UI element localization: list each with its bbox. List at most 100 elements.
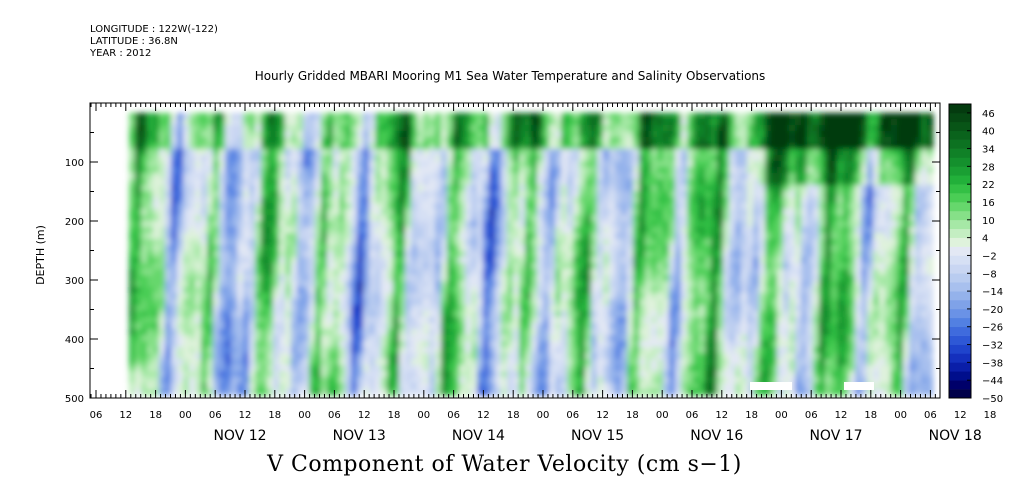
heatmap-cell — [579, 287, 586, 294]
heatmap-cell — [339, 173, 346, 180]
heatmap-cell — [423, 203, 430, 210]
heatmap-cell — [375, 143, 382, 150]
heatmap-cell — [555, 281, 562, 288]
heatmap-cell — [759, 137, 766, 144]
heatmap-cell — [609, 197, 616, 204]
heatmap-cell — [567, 155, 574, 162]
heatmap-cell — [417, 347, 424, 354]
heatmap-cell — [171, 335, 178, 342]
heatmap-cell — [327, 335, 334, 342]
heatmap-cell — [609, 143, 616, 150]
heatmap-cell — [201, 209, 208, 216]
heatmap-cell — [603, 275, 610, 282]
heatmap-cell — [213, 257, 220, 264]
heatmap-cell — [711, 335, 718, 342]
heatmap-cell — [249, 245, 256, 252]
heatmap-cell — [285, 137, 292, 144]
heatmap-cell — [387, 149, 394, 156]
heatmap-cell — [483, 311, 490, 318]
heatmap-cell — [399, 359, 406, 366]
heatmap-cell — [753, 293, 760, 300]
heatmap-cell — [381, 299, 388, 306]
heatmap-cell — [273, 149, 280, 156]
heatmap-cell — [201, 167, 208, 174]
heatmap-cell — [687, 311, 694, 318]
heatmap-cell — [363, 149, 370, 156]
heatmap-cell — [267, 197, 274, 204]
heatmap-cell — [279, 365, 286, 372]
heatmap-cell — [153, 293, 160, 300]
heatmap-cell — [663, 353, 670, 360]
heatmap-cell — [579, 329, 586, 336]
heatmap-cell — [759, 155, 766, 162]
heatmap-cell — [387, 185, 394, 192]
heatmap-cell — [357, 185, 364, 192]
heatmap-cell — [129, 167, 136, 174]
heatmap-cell — [267, 323, 274, 330]
heatmap-cell — [753, 275, 760, 282]
heatmap-cell — [447, 233, 454, 240]
heatmap-cell — [501, 269, 508, 276]
heatmap-cell — [351, 293, 358, 300]
heatmap-cell — [531, 197, 538, 204]
heatmap-cell — [501, 251, 508, 258]
heatmap-cell — [513, 323, 520, 330]
heatmap-cell — [219, 125, 226, 132]
heatmap-cell — [261, 383, 268, 390]
heatmap-cell — [297, 341, 304, 348]
heatmap-cell — [177, 209, 184, 216]
heatmap-cell — [129, 203, 136, 210]
heatmap-cell — [213, 275, 220, 282]
heatmap-cell — [405, 371, 412, 378]
heatmap-cell — [663, 161, 670, 168]
heatmap-cell — [375, 275, 382, 282]
heatmap-cell — [243, 125, 250, 132]
heatmap-cell — [693, 329, 700, 336]
heatmap-cell — [699, 371, 706, 378]
heatmap-cell — [357, 347, 364, 354]
heatmap-cell — [435, 263, 442, 270]
heatmap-cell — [699, 377, 706, 384]
heatmap-cell — [729, 293, 736, 300]
heatmap-cell — [687, 161, 694, 168]
heatmap-cell — [279, 257, 286, 264]
heatmap-cell — [351, 371, 358, 378]
heatmap-cell — [453, 359, 460, 366]
heatmap-cell — [549, 371, 556, 378]
heatmap-cell — [759, 203, 766, 210]
heatmap-cell — [291, 161, 298, 168]
heatmap-cell — [465, 125, 472, 132]
heatmap-cell — [327, 239, 334, 246]
heatmap-cell — [375, 311, 382, 318]
heatmap-cell — [753, 263, 760, 270]
heatmap-cell — [375, 113, 382, 120]
heatmap-cell — [555, 353, 562, 360]
heatmap-cell — [717, 305, 724, 312]
heatmap-cell — [537, 245, 544, 252]
heatmap-cell — [471, 329, 478, 336]
heatmap-cell — [219, 209, 226, 216]
heatmap-cell — [675, 353, 682, 360]
heatmap-cell — [417, 269, 424, 276]
heatmap-cell — [129, 185, 136, 192]
heatmap-cell — [195, 347, 202, 354]
heatmap-cell — [141, 317, 148, 324]
heatmap-cell — [393, 347, 400, 354]
heatmap-cell — [549, 233, 556, 240]
heatmap-cell — [243, 245, 250, 252]
heatmap-cell — [585, 365, 592, 372]
heatmap-cell — [303, 371, 310, 378]
heatmap-cell — [573, 269, 580, 276]
heatmap-cell — [645, 281, 652, 288]
heatmap-cell — [639, 173, 646, 180]
heatmap-cell — [675, 203, 682, 210]
heatmap-cell — [249, 329, 256, 336]
heatmap-cell — [561, 161, 568, 168]
heatmap-cell — [207, 203, 214, 210]
heatmap-cell — [459, 233, 466, 240]
heatmap-cell — [675, 371, 682, 378]
heatmap-cell — [543, 161, 550, 168]
heatmap-cell — [321, 329, 328, 336]
heatmap-cell — [663, 317, 670, 324]
heatmap-cell — [759, 263, 766, 270]
